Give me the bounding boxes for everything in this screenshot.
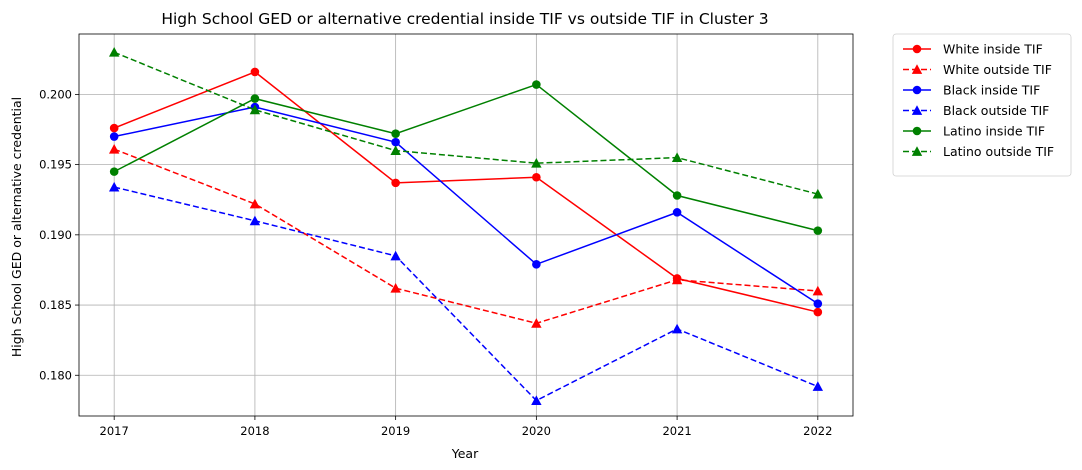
- legend-entry: Latino inside TIF: [903, 124, 1045, 139]
- legend-marker: [912, 44, 922, 54]
- data-point: [671, 274, 683, 285]
- legend-label: White outside TIF: [943, 62, 1052, 77]
- data-point: [390, 145, 401, 155]
- series-line: [113, 71, 818, 313]
- data-point: [390, 250, 401, 261]
- data-point: [391, 129, 400, 139]
- series-white-outside-tif: [108, 143, 824, 328]
- series-line: [114, 106, 819, 305]
- data-point: [532, 172, 541, 182]
- legend-label: Black inside TIF: [943, 83, 1040, 98]
- y-tick-label: 0.195: [39, 158, 72, 172]
- x-axis-label: Year: [451, 446, 479, 461]
- series-line: [113, 148, 818, 325]
- data-point: [391, 178, 400, 188]
- data-point: [109, 132, 119, 141]
- y-tick-label: 0.200: [39, 87, 72, 101]
- data-point: [249, 104, 261, 115]
- data-point: [108, 143, 120, 154]
- grid: [79, 34, 853, 416]
- series-latino-inside-tif: [109, 80, 823, 235]
- data-point: [250, 67, 260, 77]
- x-tick-label: 2019: [381, 424, 410, 438]
- data-point: [813, 307, 823, 317]
- legend-label: Black outside TIF: [943, 103, 1049, 118]
- data-point: [813, 299, 823, 308]
- plot-frame: [78, 33, 854, 417]
- legend-entry: White outside TIF: [903, 62, 1052, 77]
- series-line: [114, 186, 819, 402]
- legend-label: Latino inside TIF: [943, 124, 1045, 139]
- data-point: [672, 191, 682, 200]
- data-point: [812, 188, 824, 199]
- series-line: [113, 83, 818, 232]
- data-point: [812, 381, 824, 391]
- legend-label: White inside TIF: [943, 42, 1043, 57]
- data-point: [671, 323, 683, 334]
- legend-entry: Black outside TIF: [903, 103, 1049, 118]
- data-point: [532, 80, 541, 89]
- data-point: [671, 152, 683, 163]
- legend-entry: Black inside TIF: [903, 83, 1040, 98]
- legend-box: [892, 33, 1072, 177]
- legend-entry: White inside TIF: [903, 42, 1043, 57]
- data-point: [109, 167, 119, 176]
- legend-marker: [912, 85, 922, 95]
- y-tick-label: 0.180: [39, 368, 72, 382]
- axis-ticks: 2017 2018 2019 2020 2021 2022 0.180 0.185 0.190 0…: [39, 87, 832, 438]
- series-line: [113, 51, 819, 195]
- data-point: [531, 395, 542, 405]
- data-point: [391, 137, 400, 147]
- series-lines: [108, 47, 824, 405]
- x-tick-label: 2017: [100, 424, 129, 438]
- legend-marker: [912, 126, 922, 136]
- x-tick-label: 2018: [240, 424, 269, 438]
- x-tick-label: 2020: [522, 424, 551, 438]
- y-axis-label: High School GED or alternative credentia…: [9, 97, 24, 357]
- legend-marker: [911, 105, 923, 115]
- chart-title: High School GED or alternative credentia…: [161, 10, 768, 28]
- series-white-inside-tif: [109, 67, 823, 317]
- data-point: [249, 215, 261, 226]
- series-black-outside-tif: [108, 181, 824, 405]
- data-point: [390, 282, 401, 293]
- data-point: [532, 260, 541, 269]
- data-point: [531, 318, 542, 328]
- series-latino-outside-tif: [108, 47, 824, 199]
- data-point: [813, 226, 823, 235]
- data-point: [108, 181, 120, 192]
- data-point: [108, 47, 120, 57]
- data-point: [109, 123, 119, 133]
- legend-marker: [911, 146, 923, 156]
- data-point: [249, 198, 261, 209]
- data-point: [672, 208, 682, 217]
- x-tick-label: 2022: [803, 424, 832, 438]
- x-tick-label: 2021: [662, 424, 691, 438]
- data-point: [531, 158, 542, 168]
- legend-marker: [911, 64, 923, 74]
- legend-label: Latino outside TIF: [943, 144, 1054, 159]
- legend: White inside TIF White outside TIF Black i…: [892, 33, 1072, 177]
- data-point: [812, 285, 824, 296]
- y-tick-label: 0.185: [39, 298, 72, 312]
- data-point: [250, 94, 260, 103]
- legend-entry: Latino outside TIF: [903, 144, 1054, 159]
- y-tick-label: 0.190: [39, 228, 72, 242]
